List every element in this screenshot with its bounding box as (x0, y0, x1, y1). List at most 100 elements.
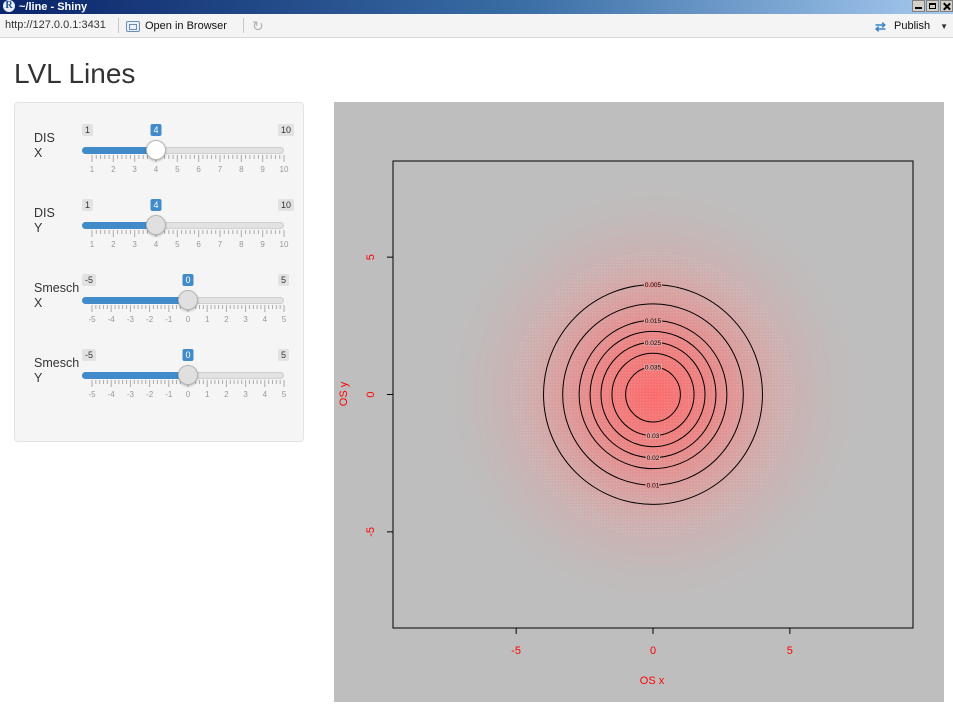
contour-layer: 0.005 0.01 0.015 0.02 0.025 0.03 0.035 (543, 281, 763, 505)
slider-label-line1: Smesch (34, 281, 80, 295)
slider-grid-label: 1 (204, 390, 210, 399)
contour-line (589, 330, 717, 459)
slider-grid-label: 1 (204, 315, 210, 324)
slider-grid-label: 4 (262, 390, 268, 399)
x-axis-label: OS x (640, 675, 665, 687)
slider-grid-label: 5 (175, 240, 180, 249)
slider-min-label: -5 (82, 274, 97, 286)
slider-grid-label: 9 (260, 240, 265, 249)
open-in-browser-button[interactable]: Open in Browser (126, 18, 227, 34)
y-tick-label: 5 (365, 254, 377, 260)
maximize-button[interactable] (926, 0, 939, 12)
slider-grid-label: -1 (165, 315, 173, 324)
slider-grid-label: -1 (165, 390, 173, 399)
slider-grid-labels: -5 -4 -3 -2 -1 0 1 2 3 4 5 (82, 390, 287, 400)
slider-grid-label: 3 (243, 315, 248, 324)
open-in-browser-label: Open in Browser (145, 20, 227, 32)
contour-line (562, 303, 744, 486)
slider-grid-label: -5 (88, 390, 96, 399)
slider-grid-label: 7 (217, 165, 223, 174)
slider-grid-label: 2 (224, 390, 229, 399)
slider-handle[interactable] (178, 365, 198, 385)
slider-dis-y: DIS Y 1 10 4 1 2 3 4 5 6 7 8 9 10 (15, 178, 303, 250)
slider-max-label: 5 (278, 349, 290, 361)
slider-handle[interactable] (146, 140, 166, 160)
slider-grid-label: 5 (281, 315, 287, 324)
slider-max-label: 10 (278, 124, 295, 136)
publish-button[interactable]: ⇄ Publish ▼ (875, 18, 948, 34)
slider-grid-label: 3 (243, 390, 248, 399)
contour-label: 0.01 (647, 483, 660, 490)
slider-grid-labels: 1 2 3 4 5 6 7 8 9 10 (82, 165, 289, 175)
slider-label-line1: DIS (34, 131, 55, 145)
slider-min-label: 1 (82, 124, 94, 136)
slider-grid-label: 2 (111, 165, 116, 174)
contour-line (600, 341, 706, 448)
slider-label: DIS Y (34, 206, 55, 236)
slider-min-label: 1 (82, 199, 94, 211)
slider-grid-label: 0 (185, 390, 191, 399)
contour-label: 0.005 (645, 282, 662, 289)
slider-grid-label: 1 (89, 165, 95, 174)
slider-label-line2: Y (34, 371, 43, 385)
minimize-button[interactable] (912, 0, 925, 12)
slider-grid-label: 1 (89, 240, 95, 249)
slider-grid-labels: 1 2 3 4 5 6 7 8 9 10 (82, 240, 289, 250)
slider-grid-label: 2 (224, 315, 229, 324)
slider-grid-label: 10 (279, 240, 289, 249)
slider-label-line2: X (34, 296, 43, 310)
slider-min-label: -5 (82, 349, 97, 361)
window-controls (911, 0, 953, 13)
x-tick-label: 0 (650, 645, 656, 657)
contour-line (543, 284, 763, 505)
slider-grid-label: 10 (279, 165, 289, 174)
slider-grid-label: -5 (88, 315, 96, 324)
slider-smesch-y: Smesch Y -5 5 0 -5 -4 -3 -2 -1 0 1 2 3 4 5 (15, 328, 303, 400)
slider-fill (82, 222, 156, 229)
slider-label-line1: DIS (34, 206, 55, 220)
slider-grid-label: 3 (132, 240, 137, 249)
density-mesh (510, 251, 796, 538)
slider-fill (82, 147, 156, 154)
slider-grid-label: 2 (111, 240, 116, 249)
slider-grid-label: 9 (260, 165, 265, 174)
y-tick-label: -5 (365, 527, 377, 537)
x-tick-label: -5 (511, 645, 521, 657)
url-text[interactable]: http://127.0.0.1:3431 (5, 19, 106, 31)
contour-label: 0.015 (645, 318, 662, 325)
slider-label: Smesch Y (34, 356, 79, 386)
chevron-down-icon[interactable]: ▼ (940, 21, 948, 31)
slider-fill (82, 297, 188, 304)
slider-grid-label: -3 (126, 390, 134, 399)
contour-label: 0.035 (645, 365, 662, 372)
close-button[interactable] (940, 0, 953, 12)
slider-label: DIS X (34, 131, 55, 161)
slider-dis-x: DIS X 1 10 4 1 2 3 4 5 6 7 8 9 10 (15, 103, 303, 175)
slider-label: Smesch X (34, 281, 79, 311)
slider-grid-label: 7 (217, 240, 223, 249)
slider-grid-label: 5 (281, 390, 287, 399)
y-tick-label: 0 (365, 391, 377, 397)
slider-grid-label: -2 (146, 315, 154, 324)
slider-handle[interactable] (146, 215, 166, 235)
slider-grid-label: 6 (196, 165, 201, 174)
slider-grid-label: 8 (239, 165, 244, 174)
slider-ticks (91, 155, 285, 162)
axis-layer: -5 0 5 -5 0 5 (365, 254, 793, 657)
contour-plot: 0.005 0.01 0.015 0.02 0.025 0.03 0.035 -5 0 5 -5 0… (334, 102, 944, 702)
slider-value-label: 4 (150, 124, 162, 136)
toolbar-divider (118, 18, 119, 33)
refresh-icon[interactable]: ↻ (252, 18, 264, 34)
slider-smesch-x: Smesch X -5 5 0 -5 -4 -3 -2 -1 0 1 2 3 4 5 (15, 253, 303, 324)
page-title: LVL Lines (14, 58, 136, 89)
slider-grid-label: -4 (107, 315, 115, 324)
contour-line (611, 352, 695, 437)
slider-grid-label: 3 (132, 165, 137, 174)
publish-icon: ⇄ (875, 18, 886, 34)
contour-label: 0.025 (645, 340, 662, 347)
slider-handle[interactable] (178, 290, 198, 310)
y-axis-label: OS y (338, 381, 350, 406)
slider-label-line1: Smesch (34, 356, 80, 370)
slider-label-line2: X (34, 146, 43, 160)
contour-line (578, 319, 728, 470)
